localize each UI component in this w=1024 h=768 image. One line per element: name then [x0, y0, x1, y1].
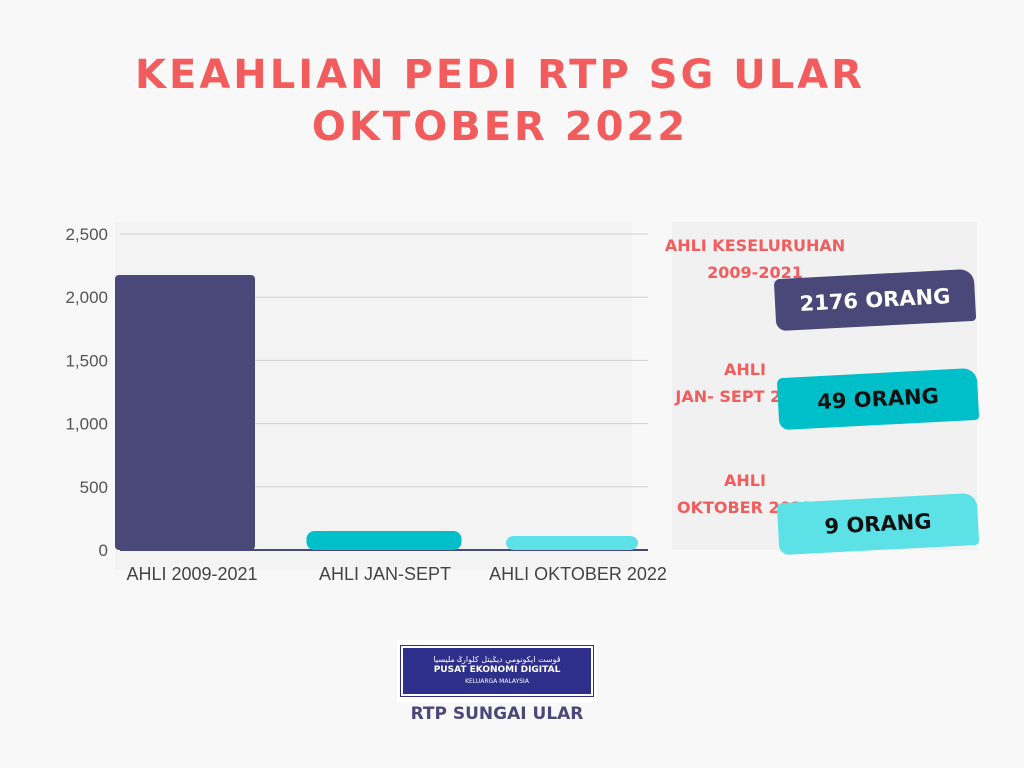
title-line-1: KEAHLIAN PEDI RTP SG ULAR: [135, 52, 865, 98]
y-tick-label: 1,500: [65, 351, 108, 370]
summary-label-line2: 2009-2021: [707, 263, 803, 282]
title-line-2: OKTOBER 2022: [311, 104, 689, 150]
x-category-label: AHLI OKTOBER 2022: [489, 564, 667, 584]
summary-label-line1: AHLI: [724, 471, 766, 490]
summary-value: 2176 ORANG: [773, 268, 977, 332]
y-tick-label: 500: [80, 478, 108, 497]
x-category-label: AHLI 2009-2021: [126, 564, 257, 584]
bar-1: [115, 274, 255, 550]
y-tick-label: 0: [99, 541, 108, 560]
pedi-logo: ڤوست ايكونومي ديݢيتل کلوارݢ مليسيا PUSAT…: [397, 640, 597, 702]
summary-value: 9 ORANG: [776, 492, 980, 556]
summary-label: AHLI KESELURUHAN 2009-2021: [650, 232, 860, 286]
logo-line1: PUSAT EKONOMI DIGITAL: [433, 665, 561, 675]
logo-line2: KELUARGA MALAYSIA: [465, 678, 529, 685]
y-tick-label: 2,000: [65, 288, 108, 307]
summary-label-line1: AHLI: [724, 360, 766, 379]
summary-value: 49 ORANG: [776, 367, 980, 431]
summary-label-line1: AHLI KESELURUHAN: [664, 236, 846, 255]
bar-3: [506, 536, 638, 550]
bar-2: [306, 531, 462, 550]
y-tick-label: 2,500: [65, 225, 108, 244]
x-category-label: AHLI JAN-SEPT: [319, 564, 451, 584]
logo-jawi: ڤوست ايكونومي ديݢيتل کلوارݢ مليسيا: [433, 655, 561, 664]
footer-label: RTP SUNGAI ULAR: [410, 704, 584, 724]
y-tick-label: 1,000: [65, 415, 108, 434]
